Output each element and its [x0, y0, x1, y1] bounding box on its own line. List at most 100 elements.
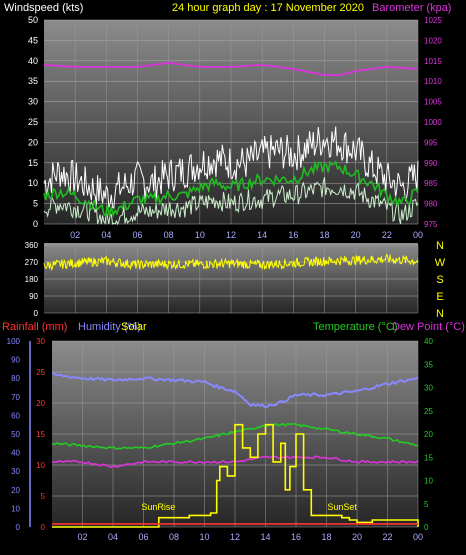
- humidity-label: Humidity (%): [78, 321, 141, 333]
- windspeed-ticks: 0 5 10 15 20 25 30 35 40 45 50: [28, 15, 38, 229]
- windspeed-tick-label: 20: [28, 137, 38, 147]
- humidity-tick-label: 30: [11, 467, 20, 476]
- solar-label: Solar: [121, 321, 147, 333]
- compass-label: N: [436, 308, 444, 320]
- direction-tick-label: 180: [25, 275, 39, 284]
- hour-tick-label: 20: [352, 532, 362, 542]
- rainfall-tick-label: 15: [36, 430, 45, 439]
- windspeed-tick-label: 25: [28, 117, 38, 127]
- windspeed-tick-label: 0: [33, 219, 38, 229]
- hour-tick-label: 22: [382, 230, 392, 240]
- barometer-tick-label: 990: [424, 159, 438, 168]
- temperature-tick-label: 15: [424, 453, 433, 462]
- rainfall-tick-label: 5: [41, 492, 46, 501]
- humidity-tick-label: 70: [11, 393, 20, 402]
- rainfall-tick-label: 30: [36, 337, 45, 346]
- humidity-tick-label: 50: [11, 430, 20, 439]
- windspeed-tick-label: 50: [28, 15, 38, 25]
- temperature-tick-label: 25: [424, 407, 433, 416]
- hour-tick-label: 00: [413, 230, 423, 240]
- temperature-tick-label: 5: [424, 500, 429, 509]
- humidity-line: [51, 372, 419, 409]
- temperature-tick-label: 10: [424, 477, 433, 486]
- humidity-tick-label: 60: [11, 411, 20, 420]
- humidity-tick-label: 40: [11, 449, 20, 458]
- windspeed-tick-label: 35: [28, 76, 38, 86]
- barometer-tick-label: 975: [424, 220, 438, 229]
- sunset-annotation: SunSet: [327, 502, 357, 512]
- windspeed-tick-label: 30: [28, 97, 38, 107]
- humidity-tick-label: 10: [11, 504, 20, 513]
- temperature-tick-label: 0: [424, 523, 429, 532]
- direction-tick-label: 0: [34, 309, 39, 318]
- humidity-tick-label: 100: [7, 337, 21, 346]
- windspeed-tick-label: 40: [28, 56, 38, 66]
- compass-label: N: [436, 240, 444, 252]
- humidity-tick-label: 90: [11, 356, 20, 365]
- hour-tick-label: 12: [230, 532, 240, 542]
- wind-grid: [44, 19, 419, 225]
- graph-title: 24 hour graph day : 17 November 2020: [172, 2, 364, 14]
- wind-gust-line: [43, 126, 419, 210]
- temperature-tick-label: 40: [424, 337, 433, 346]
- hour-tick-label: 04: [108, 532, 118, 542]
- hour-tick-label: 14: [257, 230, 267, 240]
- hour-tick-label: 00: [413, 532, 423, 542]
- temperature-series: [51, 372, 419, 528]
- hour-tick-label: 20: [351, 230, 361, 240]
- barometer-line: [43, 61, 419, 76]
- wind-series: [43, 61, 419, 226]
- hour-tick-label: 22: [382, 532, 392, 542]
- hour-tick-label: 02: [70, 230, 80, 240]
- solar-line: [52, 423, 419, 528]
- hour-tick-label: 08: [164, 230, 174, 240]
- sunrise-annotation: SunRise: [141, 502, 175, 512]
- hour-tick-label: 18: [321, 532, 331, 542]
- humidity-tick-label: 0: [16, 523, 21, 532]
- hour-tick-label: 12: [226, 230, 236, 240]
- windspeed-tick-label: 15: [28, 158, 38, 168]
- barometer-axis-label: Barometer (kpa): [372, 2, 451, 14]
- sun-annotations: SunRise SunSet: [141, 502, 357, 512]
- compass-label: E: [436, 291, 443, 303]
- humidity-tick-label: 20: [11, 486, 20, 495]
- rainfall-ticks: 0 5 10 15 20 25 30: [36, 337, 45, 532]
- barometer-tick-label: 980: [424, 200, 438, 209]
- hour-tick-label: 06: [132, 230, 142, 240]
- rainfall-tick-label: 25: [36, 368, 45, 377]
- rainfall-tick-label: 20: [36, 399, 45, 408]
- hour-tick-label: 10: [199, 532, 209, 542]
- direction-tick-label: 90: [29, 292, 38, 301]
- windspeed-tick-label: 10: [28, 178, 38, 188]
- hour-tick-label: 02: [77, 532, 87, 542]
- hour-tick-label: 14: [260, 532, 270, 542]
- windspeed-tick-label: 45: [28, 35, 38, 45]
- barometer-tick-label: 995: [424, 138, 438, 147]
- direction-series: [43, 253, 419, 272]
- hour-tick-label: 04: [101, 230, 111, 240]
- barometer-tick-label: 1020: [424, 36, 442, 45]
- humidity-ticks: 0 10 20 30 40 50 60 70 80 90 100: [7, 337, 21, 532]
- barometer-ticks: 975 980 985 990 995 1000 1005 1010 1015 1020 1025: [424, 16, 442, 229]
- temperature-tick-label: 30: [424, 384, 433, 393]
- barometer-tick-label: 1025: [424, 16, 442, 25]
- windspeed-tick-label: 5: [33, 199, 38, 209]
- temperature-hour-ticks: 02 04 06 08 10 12 14 16 18 20 22 00: [77, 532, 423, 542]
- windspeed-axis-label: Windspeed (kts): [4, 2, 83, 14]
- rainfall-label: Rainfall (mm): [2, 321, 67, 333]
- wind-average-line: [43, 160, 419, 218]
- dewpoint-label: Dew Point (°C): [392, 321, 465, 333]
- wind-hour-ticks: 02 04 06 08 10 12 14 16 18 20 22 00: [70, 230, 423, 240]
- rainfall-tick-label: 10: [36, 461, 45, 470]
- hour-tick-label: 16: [291, 532, 301, 542]
- hour-tick-label: 10: [195, 230, 205, 240]
- barometer-tick-label: 1005: [424, 98, 442, 107]
- direction-tick-label: 360: [25, 241, 39, 250]
- barometer-tick-label: 1010: [424, 77, 442, 86]
- direction-line: [43, 253, 419, 272]
- compass-label: S: [436, 274, 443, 286]
- barometer-tick-label: 1000: [424, 118, 442, 127]
- direction-tick-label: 270: [25, 258, 39, 267]
